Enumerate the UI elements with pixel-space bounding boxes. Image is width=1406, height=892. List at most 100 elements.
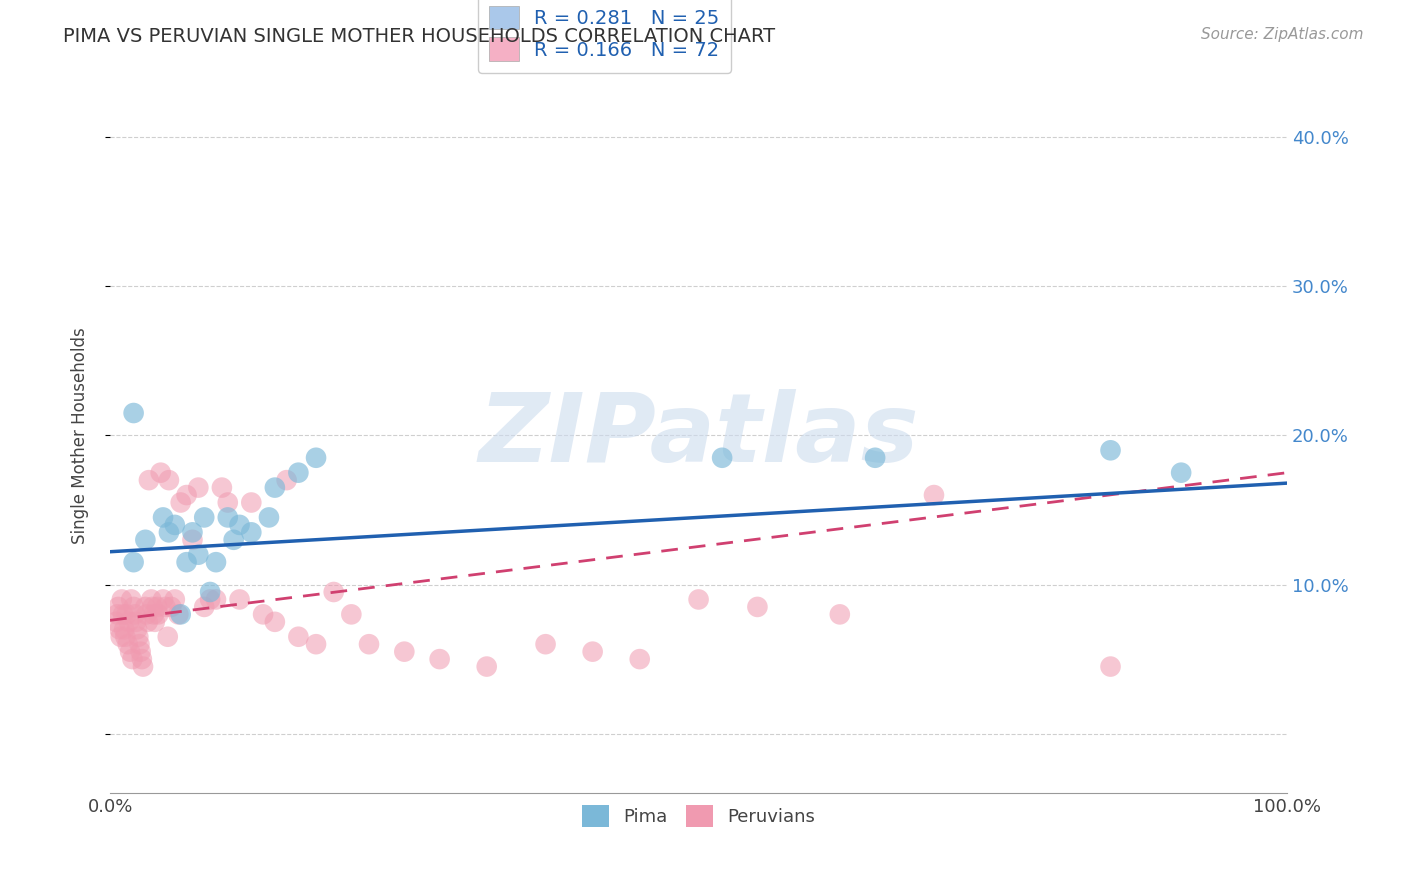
Point [193, 510, 215, 524]
Point [142, 607, 165, 622]
Point [127, 622, 149, 636]
Point [1099, 443, 1122, 458]
Point [122, 555, 145, 569]
Point [136, 615, 159, 629]
Point [120, 645, 142, 659]
Point [828, 607, 851, 622]
Point [240, 525, 263, 540]
Point [181, 533, 204, 547]
Point [340, 607, 363, 622]
Point [156, 630, 179, 644]
Point [143, 615, 166, 629]
Point [747, 599, 769, 614]
Point [863, 450, 886, 465]
Point [134, 599, 156, 614]
Point [176, 555, 198, 569]
Point [132, 659, 155, 673]
Point [688, 592, 710, 607]
Point [122, 599, 145, 614]
Point [120, 592, 142, 607]
Point [112, 622, 135, 636]
Point [287, 630, 309, 644]
Point [305, 450, 328, 465]
Point [114, 630, 136, 644]
Point [181, 525, 204, 540]
Point [176, 488, 198, 502]
Text: PIMA VS PERUVIAN SINGLE MOTHER HOUSEHOLDS CORRELATION CHART: PIMA VS PERUVIAN SINGLE MOTHER HOUSEHOLD… [63, 27, 775, 45]
Point [287, 466, 309, 480]
Point [157, 525, 180, 540]
Point [252, 607, 274, 622]
Point [187, 481, 209, 495]
Point [240, 495, 263, 509]
Point [1099, 659, 1122, 673]
Point [138, 473, 160, 487]
Point [141, 599, 163, 614]
Point [711, 450, 734, 465]
Point [152, 510, 174, 524]
Point [170, 495, 193, 509]
Point [108, 622, 131, 636]
Point [167, 607, 190, 622]
Point [160, 599, 183, 614]
Point [111, 607, 134, 622]
Point [257, 510, 280, 524]
Point [475, 659, 498, 673]
Point [129, 645, 152, 659]
Point [534, 637, 557, 651]
Legend: Pima, Peruvians: Pima, Peruvians [575, 798, 823, 834]
Point [128, 637, 150, 651]
Point [198, 592, 221, 607]
Point [222, 533, 245, 547]
Point [152, 592, 174, 607]
Point [111, 592, 134, 607]
Point [628, 652, 651, 666]
Point [198, 585, 221, 599]
Point [228, 592, 250, 607]
Point [125, 615, 148, 629]
Point [193, 599, 215, 614]
Point [163, 517, 186, 532]
Point [149, 466, 172, 480]
Point [305, 637, 328, 651]
Point [157, 473, 180, 487]
Point [217, 510, 239, 524]
Point [141, 592, 163, 607]
Point [110, 630, 132, 644]
Point [134, 533, 156, 547]
Point [107, 599, 129, 614]
Point [211, 481, 233, 495]
Point [394, 645, 416, 659]
Point [429, 652, 451, 666]
Point [357, 637, 380, 651]
Point [104, 615, 127, 629]
Point [187, 548, 209, 562]
Point [124, 607, 146, 622]
Y-axis label: Single Mother Households: Single Mother Households [72, 327, 89, 544]
Point [127, 630, 149, 644]
Point [131, 652, 153, 666]
Point [205, 555, 228, 569]
Point [118, 615, 141, 629]
Point [105, 607, 128, 622]
Point [322, 585, 344, 599]
Point [115, 607, 138, 622]
Point [117, 637, 139, 651]
Point [163, 592, 186, 607]
Text: Source: ZipAtlas.com: Source: ZipAtlas.com [1201, 27, 1364, 42]
Point [155, 599, 177, 614]
Point [228, 517, 250, 532]
Point [122, 406, 145, 420]
Point [263, 481, 285, 495]
Text: ZIPatlas: ZIPatlas [478, 389, 920, 482]
Point [276, 473, 298, 487]
Point [263, 615, 285, 629]
Point [146, 599, 169, 614]
Point [205, 592, 228, 607]
Point [1170, 466, 1192, 480]
Point [148, 607, 170, 622]
Point [170, 607, 193, 622]
Point [217, 495, 239, 509]
Point [121, 652, 143, 666]
Point [922, 488, 945, 502]
